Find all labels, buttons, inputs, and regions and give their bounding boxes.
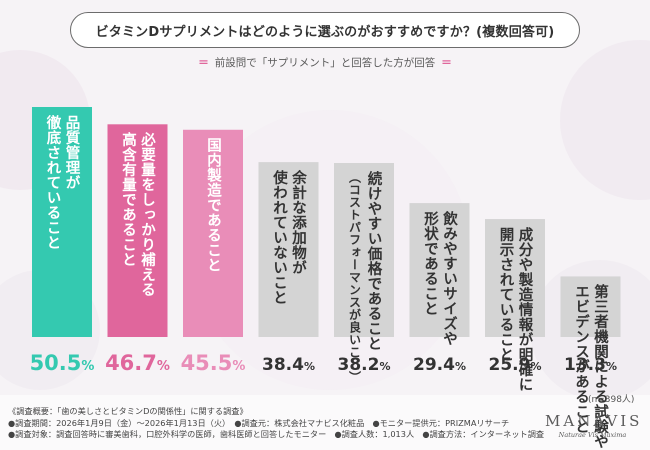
value-label-2: 46.7% — [105, 351, 170, 375]
bar-label-6-line-2: 形状であること — [422, 210, 438, 316]
bar-label-5-line-1: 続けやすい価格であること — [366, 170, 383, 351]
bar-label-4-line-2: 使われていないこと — [271, 169, 288, 305]
chart-title: ビタミンDサプリメントはどのように選ぶのがおすすめですか？(複数回答可) — [70, 12, 580, 48]
bar-5 — [334, 163, 394, 337]
value-label-7: 25.9% — [489, 355, 542, 375]
footer-line-1: 《調査概要：「歯の美しさとビタミンDの関係性」に関する調査》 — [8, 406, 248, 416]
chart-subtitle: ＝ 前設問で「サプリメント」と回答した方が回答 ＝ — [0, 55, 650, 70]
bar-3 — [183, 129, 243, 337]
value-label-3: 45.5% — [181, 351, 246, 375]
value-label-4: 38.4% — [262, 355, 315, 375]
footer-line-2: ●調査期間：2026年1月9日（金）～2026年1月13日（火） ●調査元：株式… — [8, 417, 510, 428]
bar-label-5-line-2: （コストパフォーマンスが良いこと） — [348, 171, 362, 384]
sample-size-note: (n=398人) — [588, 395, 635, 405]
bar-7 — [485, 219, 545, 337]
bar-label-2-line-1: 必要量をしっかり補える — [139, 131, 156, 297]
bar-label-4-line-1: 余計な添加物が — [290, 169, 307, 275]
footer-line-3: ●調査対象：調査回答時に審美歯科，口腔外科学の医師，歯科医師と回答したモニター … — [8, 429, 545, 439]
brand-logo: MANAVIS Naturae Vis Maxima — [545, 412, 640, 439]
bar-label-6-line-1: 飲みやすいサイズや — [441, 210, 458, 346]
bar-label-7-line-1: 成分や製造情報が明確に — [517, 226, 534, 392]
bar-label-2-line-2: 高含有量であること — [120, 131, 136, 267]
bar-1 — [32, 107, 92, 337]
bar-2 — [107, 124, 168, 337]
brand-name: MANAVIS — [545, 412, 643, 430]
bar-8 — [560, 276, 621, 337]
bar-label-1-line-1: 品質管理が — [64, 115, 80, 190]
value-label-8: 13.3% — [564, 355, 617, 375]
value-label-5: 38.2% — [338, 355, 391, 375]
bar-label-7-line-2: 開示されていること — [498, 227, 514, 362]
value-label-1: 50.5% — [30, 351, 95, 375]
bar-6 — [409, 203, 470, 337]
bar-label-3-line-1: 国内製造であること — [205, 138, 222, 273]
value-label-6: 29.4% — [413, 355, 466, 375]
bar-4 — [258, 162, 319, 337]
subtitle-mark-left: ＝ — [198, 57, 209, 69]
bar-label-8-line-2: エビデンスがあること — [573, 284, 589, 434]
brand-tagline: Naturae Vis Maxima — [558, 431, 627, 439]
subtitle-text: 前設問で「サプリメント」と回答した方が回答 — [214, 57, 436, 69]
subtitle-mark-right: ＝ — [441, 57, 452, 69]
bar-label-1-line-2: 徹底されていること — [45, 114, 62, 250]
survey-footer: 《調査概要：「歯の美しさとビタミンDの関係性」に関する調査》 ●調査期間：202… — [8, 406, 568, 441]
bar-label-8-line-1: 第三者機関による試験や — [592, 283, 608, 449]
